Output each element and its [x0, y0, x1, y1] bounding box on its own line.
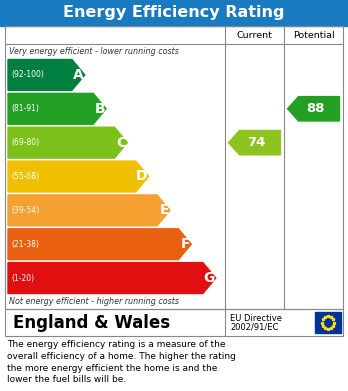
Bar [5, 26, 343, 309]
Polygon shape [8, 229, 191, 260]
Polygon shape [8, 127, 127, 158]
Text: (21-38): (21-38) [11, 240, 39, 249]
Text: (81-91): (81-91) [11, 104, 39, 113]
Text: C: C [116, 136, 126, 150]
Text: Current: Current [237, 30, 272, 39]
Polygon shape [8, 93, 106, 124]
Text: (92-100): (92-100) [11, 70, 44, 79]
Text: 2002/91/EC: 2002/91/EC [230, 323, 278, 332]
Polygon shape [8, 263, 216, 294]
Text: 88: 88 [306, 102, 325, 115]
Polygon shape [287, 97, 339, 121]
Text: (69-80): (69-80) [11, 138, 39, 147]
Text: G: G [203, 271, 215, 285]
Text: EU Directive: EU Directive [230, 314, 282, 323]
Bar [5, 309, 343, 336]
Text: Potential: Potential [293, 30, 334, 39]
Text: (55-68): (55-68) [11, 172, 39, 181]
Text: Not energy efficient - higher running costs: Not energy efficient - higher running co… [9, 298, 179, 307]
Text: A: A [73, 68, 84, 82]
Polygon shape [8, 59, 85, 90]
Text: England & Wales: England & Wales [13, 314, 170, 332]
Text: F: F [181, 237, 190, 251]
Text: B: B [94, 102, 105, 116]
Bar [0, 0, 348, 26]
Text: The energy efficiency rating is a measure of the
overall efficiency of a home. T: The energy efficiency rating is a measur… [7, 340, 236, 384]
Text: Energy Efficiency Rating: Energy Efficiency Rating [63, 5, 285, 20]
Text: D: D [136, 170, 148, 183]
Polygon shape [229, 131, 280, 155]
Polygon shape [8, 161, 149, 192]
Text: (1-20): (1-20) [11, 274, 34, 283]
Text: E: E [159, 203, 169, 217]
Text: (39-54): (39-54) [11, 206, 39, 215]
Polygon shape [8, 195, 170, 226]
Bar [315, 312, 341, 333]
Text: Very energy efficient - lower running costs: Very energy efficient - lower running co… [9, 47, 179, 56]
Text: 74: 74 [247, 136, 266, 149]
